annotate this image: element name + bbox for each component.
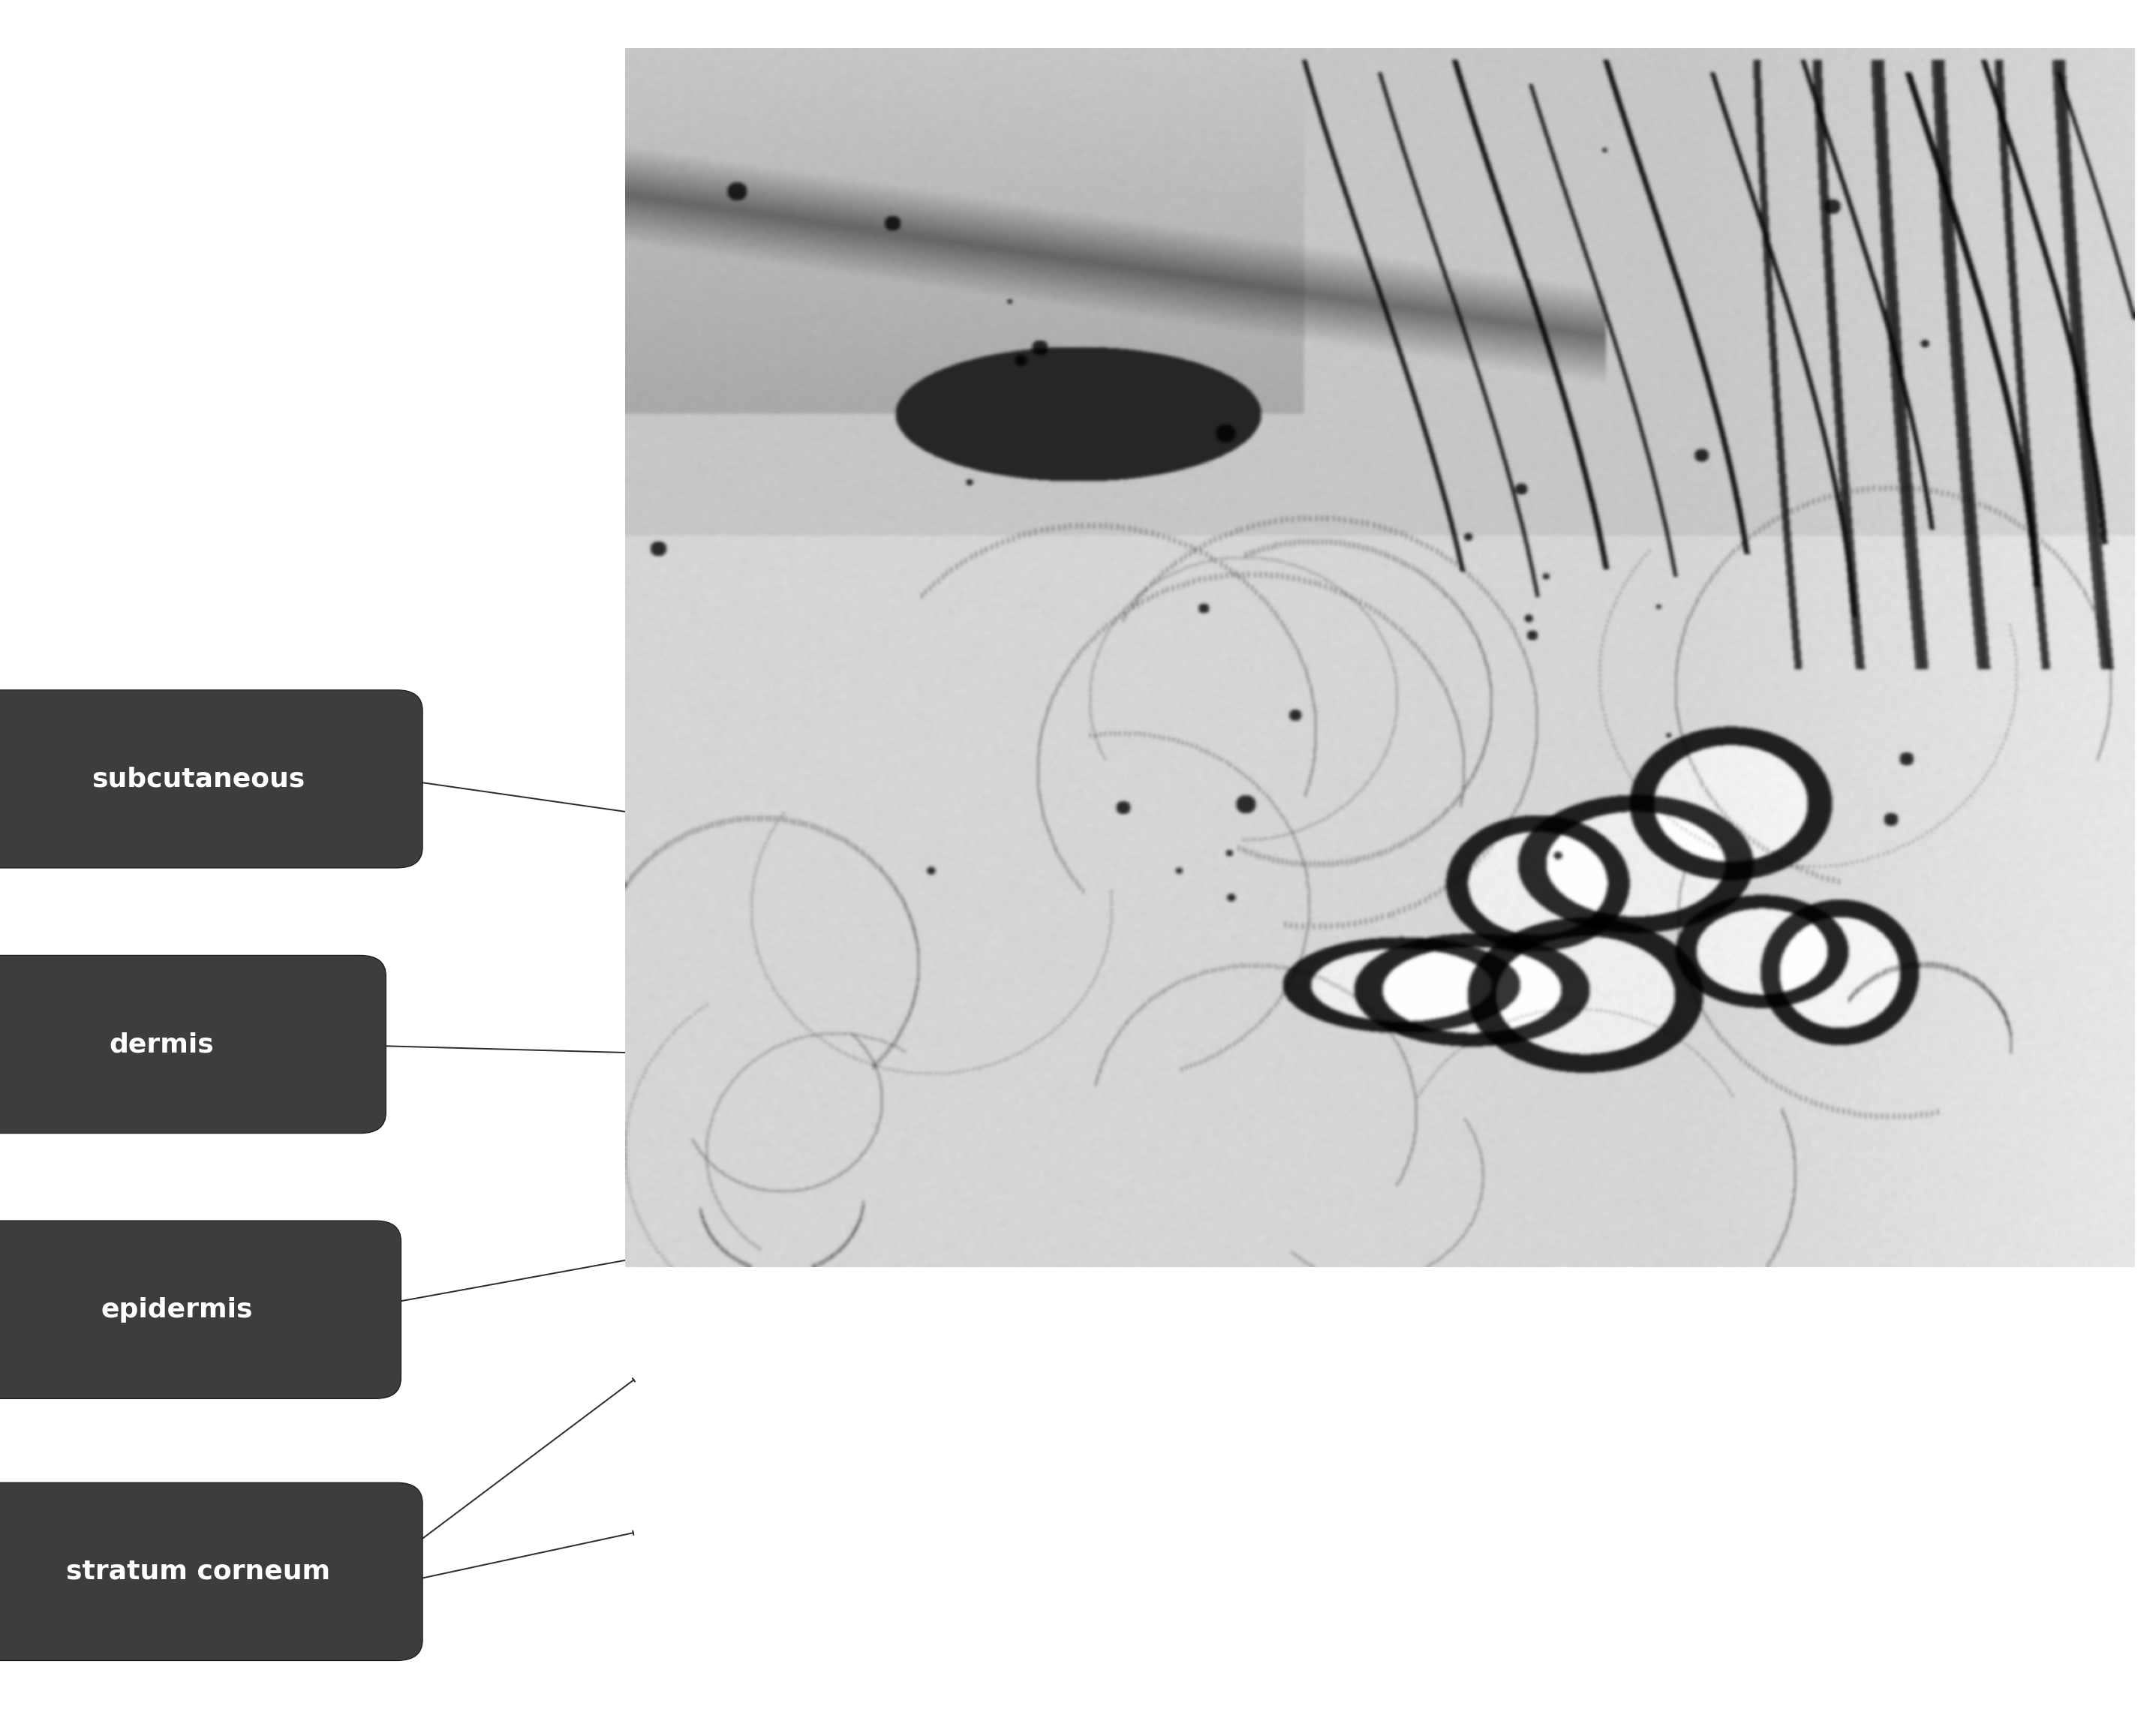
FancyBboxPatch shape: [0, 690, 423, 868]
Text: dermis: dermis: [110, 1032, 213, 1056]
FancyBboxPatch shape: [0, 955, 386, 1133]
Text: epidermis: epidermis: [101, 1298, 252, 1322]
Text: Figure 2: Figure 2: [987, 193, 1169, 235]
FancyBboxPatch shape: [0, 1221, 401, 1399]
Text: subcutaneous: subcutaneous: [93, 767, 304, 791]
Text: stratum corneum: stratum corneum: [67, 1560, 330, 1584]
FancyBboxPatch shape: [0, 1483, 423, 1661]
